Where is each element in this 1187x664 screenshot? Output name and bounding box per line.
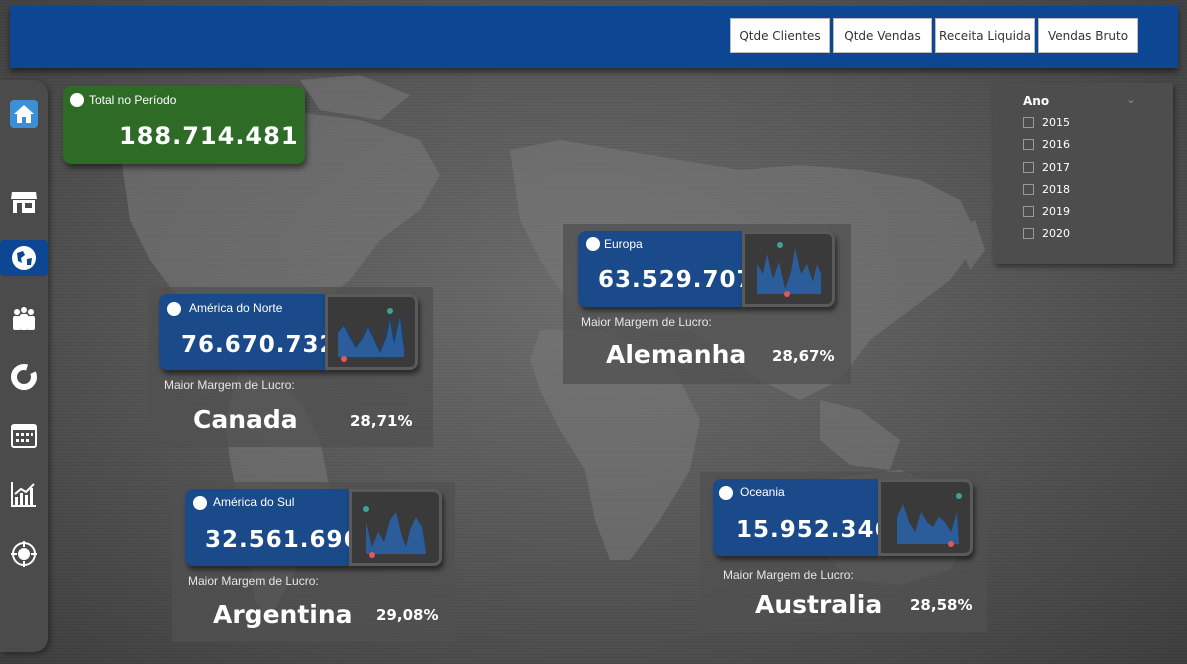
total-label: Total no Período [89,93,177,107]
radio-dot-icon[interactable] [586,237,600,251]
america-do-norte-kpi: América do Norte 76.670.732 [159,294,336,370]
receita-liquida-button[interactable]: Receita Liquida [935,18,1035,53]
year-label: 2017 [1042,160,1070,174]
donut-chart-icon[interactable] [6,359,42,395]
slicer-item-2018[interactable]: 2018 [1023,181,1070,197]
header-bar: Qtde Clientes Qtde Vendas Receita Liquid… [10,6,1178,68]
radio-dot-icon[interactable] [193,496,207,510]
country-name: Australia [755,590,883,619]
checkbox-icon[interactable] [1023,227,1034,239]
country-name: Canada [193,405,298,434]
region-value: 76.670.732 [181,332,337,358]
qtde-clientes-button[interactable]: Qtde Clientes [730,18,830,53]
target-icon[interactable] [6,536,42,572]
america-do-norte-sparkline [325,294,418,370]
margin-label: Maior Margem de Lucro: [581,315,712,329]
region-value: 15.952.346 [736,517,892,543]
slicer-item-2016[interactable]: 2016 [1023,136,1070,152]
margin-label: Maior Margem de Lucro: [188,574,319,588]
globe-icon[interactable] [0,240,48,276]
ano-slicer: Ano ⌄ 2015 2016 2017 2018 2019 2020 [993,83,1173,264]
checkbox-icon[interactable] [1023,183,1034,195]
country-name: Alemanha [606,340,747,369]
america-do-sul-sparkline [349,489,442,566]
calendar-icon[interactable] [6,417,42,453]
slicer-title: Ano [1023,94,1050,108]
oceania-sparkline [878,479,973,556]
year-label: 2018 [1042,182,1070,196]
slicer-item-2020[interactable]: 2020 [1023,225,1070,241]
checkbox-icon[interactable] [1023,138,1034,150]
store-icon[interactable] [6,183,42,219]
region-label: América do Norte [189,301,283,315]
margin-percent: 28,58% [910,596,973,614]
slicer-item-2019[interactable]: 2019 [1023,203,1070,219]
year-label: 2020 [1042,226,1070,240]
margin-label: Maior Margem de Lucro: [723,568,854,582]
year-label: 2015 [1042,115,1070,129]
slicer-item-2017[interactable]: 2017 [1023,159,1070,175]
region-value: 63.529.707 [598,267,754,293]
checkbox-icon[interactable] [1023,161,1034,173]
vendas-bruto-button[interactable]: Vendas Bruto [1038,18,1138,53]
total-value: 188.714.481 [119,122,299,150]
checkbox-icon[interactable] [1023,205,1034,217]
margin-percent: 28,71% [350,412,413,430]
margin-percent: 28,67% [772,347,835,365]
year-label: 2016 [1042,137,1070,151]
chevron-down-icon[interactable]: ⌄ [1126,92,1137,106]
america-do-sul-kpi: América do Sul 32.561.696 [185,489,360,566]
checkbox-icon[interactable] [1023,116,1034,128]
total-periodo-card: Total no Período 188.714.481 [63,86,305,164]
region-value: 32.561.696 [205,527,361,553]
europa-kpi: Europa 63.529.707 [578,231,753,307]
region-label: Oceania [740,485,785,499]
home-icon[interactable] [6,96,42,132]
country-name: Argentina [213,600,353,629]
margin-label: Maior Margem de Lucro: [164,378,295,392]
side-navigation [0,80,48,652]
margin-percent: 29,08% [376,606,439,624]
europa-sparkline [742,231,835,307]
people-icon[interactable] [6,300,42,336]
radio-dot-icon[interactable] [70,93,84,107]
slicer-item-2015[interactable]: 2015 [1023,114,1070,130]
region-label: América do Sul [213,495,295,509]
year-label: 2019 [1042,204,1070,218]
radio-dot-icon[interactable] [167,302,181,316]
region-label: Europa [604,237,643,251]
oceania-kpi: Oceania 15.952.346 [713,479,891,556]
qtde-vendas-button[interactable]: Qtde Vendas [833,18,932,53]
bar-chart-icon[interactable] [6,476,42,512]
radio-dot-icon[interactable] [719,486,733,500]
